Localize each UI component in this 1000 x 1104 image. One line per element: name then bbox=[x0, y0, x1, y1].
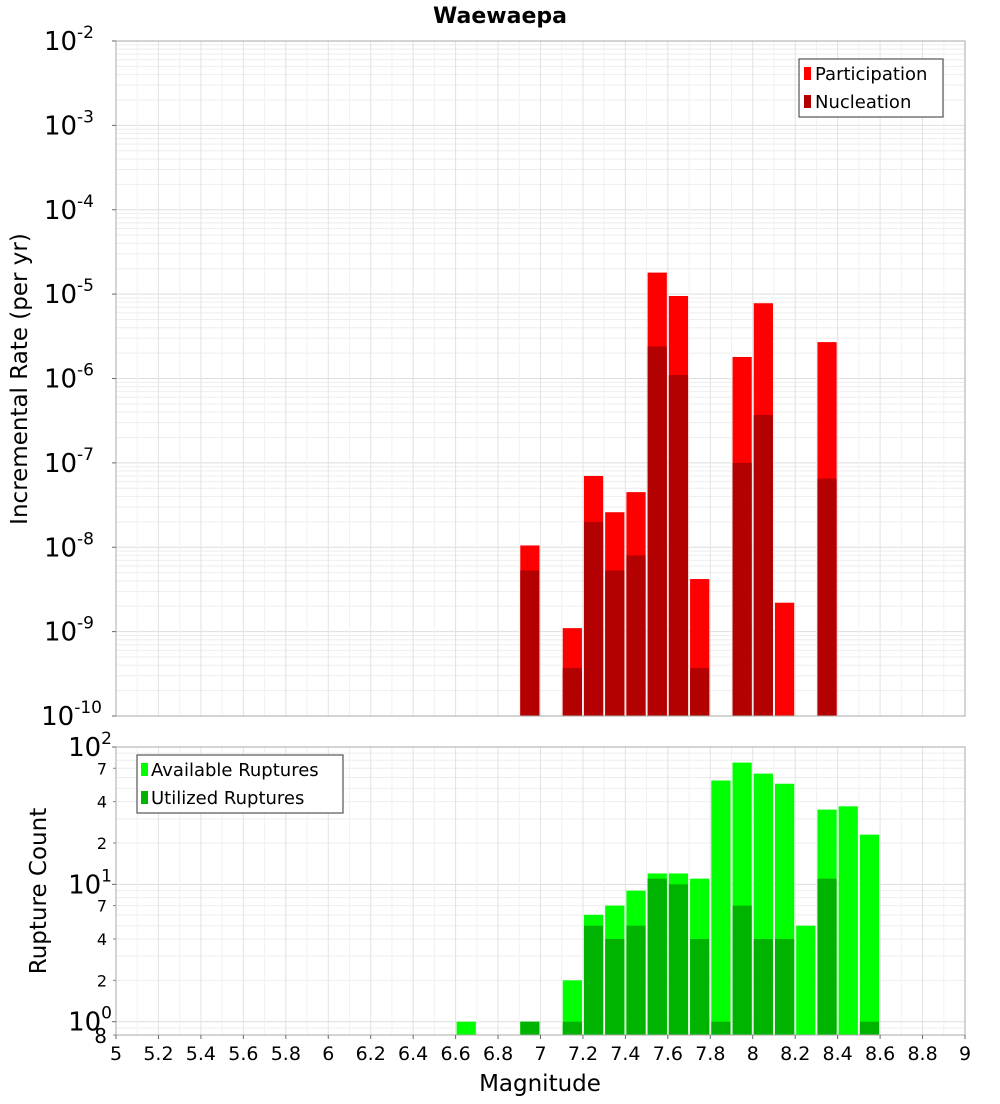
rate-y-tick-label: 10-10 bbox=[41, 698, 102, 732]
nucleation-bar bbox=[583, 521, 604, 716]
utilized-ruptures-bar bbox=[753, 939, 773, 1035]
available-ruptures-bar bbox=[456, 1021, 476, 1035]
rate-legend: Participation Nucleation bbox=[798, 58, 944, 118]
utilized-ruptures-bar bbox=[583, 925, 604, 1035]
utilized-ruptures-bar bbox=[774, 939, 795, 1035]
count-y-tick-label: 102 bbox=[68, 729, 112, 763]
utilized-ruptures-bar bbox=[817, 878, 837, 1035]
x-tick-label: 5.8 bbox=[271, 1043, 301, 1065]
x-tick-label: 8.6 bbox=[865, 1043, 895, 1065]
count-y-minor-tick-label: 7 bbox=[97, 759, 107, 778]
nucleation-bar bbox=[647, 346, 667, 716]
rate-grid bbox=[115, 41, 966, 716]
count-y-minor-tick-label: 8 bbox=[94, 1024, 107, 1048]
count-y-minor-tick-label: 7 bbox=[97, 897, 107, 916]
utilized-legend-swatch bbox=[141, 791, 148, 804]
utilized-ruptures-bar bbox=[668, 884, 689, 1035]
rate-y-tick-label: 10-3 bbox=[44, 107, 94, 141]
rate-y-tick-label: 10-5 bbox=[44, 276, 94, 310]
utilized-ruptures-bar bbox=[562, 1021, 582, 1035]
participation-legend-label: Participation bbox=[815, 64, 927, 85]
count-legend-box bbox=[136, 754, 344, 814]
x-tick-label: 5 bbox=[110, 1043, 122, 1065]
utilized-ruptures-bar bbox=[859, 1021, 880, 1035]
available-legend-swatch bbox=[141, 763, 148, 776]
rate-legend-box bbox=[798, 58, 944, 118]
count-axes: 100 101 102 8 2 4 7 2 4 7 5 5.2 5.4 5.6 5.8 6 6.2 6.4 6.6 6… bbox=[68, 729, 971, 1065]
utilized-ruptures-bar bbox=[690, 939, 710, 1035]
nucleation-bar bbox=[626, 555, 646, 716]
nucleation-bar bbox=[520, 570, 540, 716]
rate-y-axis-label: Incremental Rate (per yr) bbox=[7, 233, 33, 525]
utilized-ruptures-bar bbox=[605, 939, 625, 1035]
x-tick-label: 5.2 bbox=[143, 1043, 173, 1065]
x-tick-label: 5.4 bbox=[186, 1043, 216, 1065]
nucleation-bar bbox=[562, 668, 582, 716]
count-y-minor-tick-label: 4 bbox=[97, 793, 107, 812]
x-tick-label: 7.6 bbox=[653, 1043, 683, 1065]
x-tick-label: 8.8 bbox=[907, 1043, 937, 1065]
utilized-legend-label: Utilized Ruptures bbox=[151, 788, 304, 809]
x-tick-label: 8.4 bbox=[823, 1043, 853, 1065]
x-tick-label: 6.4 bbox=[398, 1043, 428, 1065]
count-y-minor-tick-label: 4 bbox=[97, 930, 107, 949]
utilized-ruptures-bar bbox=[626, 925, 646, 1035]
rate-y-tick-label: 10-9 bbox=[44, 614, 94, 648]
participation-bar bbox=[774, 602, 795, 716]
nucleation-bar bbox=[753, 414, 773, 716]
x-tick-label: 7.4 bbox=[610, 1043, 640, 1065]
x-tick-label: 6.8 bbox=[483, 1043, 513, 1065]
chart-title: Waewaepa bbox=[433, 4, 567, 29]
nucleation-bar bbox=[690, 668, 710, 716]
x-tick-label: 8 bbox=[747, 1043, 759, 1065]
rate-y-tick-label: 10-8 bbox=[44, 529, 94, 563]
available-ruptures-bar bbox=[711, 780, 731, 1035]
rate-y-tick-label: 10-7 bbox=[44, 445, 94, 479]
available-legend-label: Available Ruptures bbox=[151, 760, 319, 781]
nucleation-bar bbox=[605, 570, 625, 716]
nucleation-bar bbox=[817, 478, 837, 716]
utilized-ruptures-bar bbox=[647, 878, 667, 1035]
x-tick-label: 6.6 bbox=[440, 1043, 470, 1065]
nucleation-bar bbox=[668, 375, 689, 716]
utilized-ruptures-bar bbox=[711, 1021, 731, 1035]
rate-y-tick-label: 10-2 bbox=[44, 23, 94, 57]
rate-y-tick-label: 10-4 bbox=[44, 192, 94, 226]
x-tick-label: 7.8 bbox=[695, 1043, 725, 1065]
participation-legend-swatch bbox=[804, 67, 811, 80]
utilized-ruptures-bar bbox=[732, 905, 752, 1035]
count-y-axis-label: Rupture Count bbox=[26, 808, 52, 974]
count-bars bbox=[456, 762, 880, 1035]
x-tick-label: 8.2 bbox=[780, 1043, 810, 1065]
x-tick-label: 7.2 bbox=[568, 1043, 598, 1065]
nucleation-legend-label: Nucleation bbox=[815, 92, 911, 113]
count-legend: Available Ruptures Utilized Ruptures bbox=[136, 754, 344, 814]
available-ruptures-bar bbox=[859, 834, 880, 1035]
utilized-ruptures-bar bbox=[520, 1021, 540, 1035]
rate-axes: 10-10 10-9 10-8 10-7 10-6 10-5 10-4 10-3 10-2 bbox=[41, 23, 966, 732]
nucleation-legend-swatch bbox=[804, 95, 811, 108]
rate-bars bbox=[520, 272, 837, 716]
x-tick-label: 9 bbox=[959, 1043, 971, 1065]
x-tick-label: 5.6 bbox=[228, 1043, 258, 1065]
count-y-tick-label: 100 bbox=[68, 1004, 112, 1038]
x-tick-label: 7 bbox=[534, 1043, 546, 1065]
x-axis-label: Magnitude bbox=[479, 1071, 601, 1097]
nucleation-bar bbox=[732, 462, 752, 716]
count-y-minor-tick-label: 2 bbox=[97, 834, 107, 853]
count-y-tick-label: 101 bbox=[68, 866, 112, 900]
available-ruptures-bar bbox=[838, 806, 858, 1035]
x-tick-label: 6.2 bbox=[356, 1043, 386, 1065]
x-tick-label: 6 bbox=[322, 1043, 334, 1065]
rate-y-tick-label: 10-6 bbox=[44, 361, 94, 395]
available-ruptures-bar bbox=[562, 980, 582, 1035]
count-y-minor-tick-label: 2 bbox=[97, 971, 107, 990]
available-ruptures-bar bbox=[796, 925, 816, 1035]
